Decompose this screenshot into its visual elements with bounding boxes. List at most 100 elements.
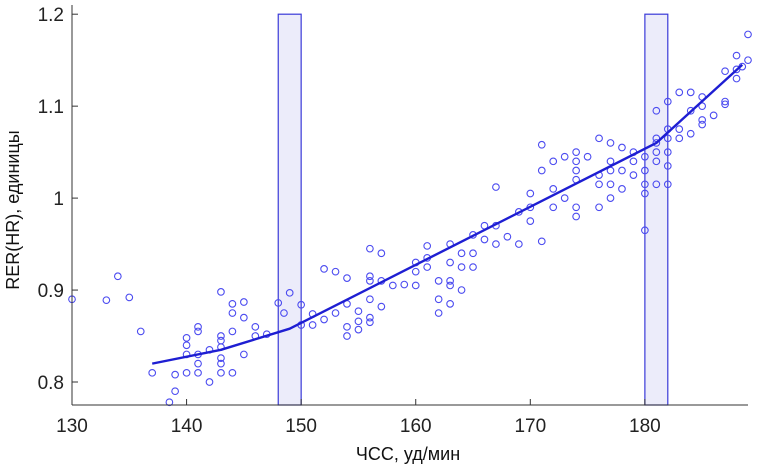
data-point: [595, 134, 603, 143]
data-point: [663, 148, 672, 156]
y-ticks: 0.8 0.9 1 1.1 1.2: [38, 5, 78, 394]
x-tick-label: 160: [400, 416, 432, 437]
data-point: [663, 162, 672, 170]
data-point: [572, 203, 580, 212]
data-point: [434, 277, 443, 285]
fit-line-layer: [151, 63, 744, 365]
data-point: [194, 359, 202, 368]
x-tick-label: 180: [629, 416, 661, 437]
data-point: [480, 235, 489, 244]
x-tick-label: 170: [514, 416, 546, 437]
data-point: [629, 171, 638, 179]
data-point: [698, 120, 707, 129]
data-point: [595, 180, 603, 189]
data-point: [663, 180, 672, 189]
data-point: [549, 185, 558, 193]
data-point: [537, 237, 546, 246]
data-point: [675, 134, 684, 143]
data-point: [165, 398, 174, 407]
data-point: [709, 111, 718, 120]
data-point: [388, 281, 397, 290]
data-point: [618, 185, 626, 193]
data-point: [572, 148, 580, 156]
data-point: [182, 341, 191, 350]
data-point: [331, 309, 340, 317]
data-point: [217, 359, 225, 368]
data-point: [366, 318, 374, 327]
data-point: [492, 183, 500, 191]
y-tick-label: 0.8: [38, 373, 64, 394]
data-point: [194, 327, 202, 336]
data-point: [148, 368, 157, 377]
data-point: [240, 313, 248, 322]
data-point: [446, 281, 454, 290]
data-point: [606, 194, 615, 202]
data-point: [675, 88, 684, 97]
x-tick-label: 130: [56, 416, 88, 437]
data-point: [366, 313, 374, 322]
data-point: [721, 67, 729, 76]
data-point: [492, 240, 500, 248]
data-point: [641, 166, 649, 175]
data-point: [228, 300, 237, 308]
data-point: [698, 116, 707, 124]
data-point: [297, 300, 306, 309]
axes: [71, 5, 748, 406]
data-point: [217, 336, 225, 345]
data-point: [618, 166, 626, 175]
y-axis-label: RER(HR), единицы: [3, 130, 23, 289]
y-tick-label: 1.1: [38, 97, 64, 118]
data-point: [423, 263, 432, 271]
data-point: [240, 350, 248, 359]
data-point: [280, 309, 288, 317]
data-point: [446, 300, 454, 308]
x-tick-label: 150: [285, 416, 317, 437]
data-point: [446, 258, 454, 267]
data-point: [572, 212, 580, 221]
data-point: [686, 88, 695, 97]
data-point: [560, 152, 569, 161]
data-point: [366, 295, 374, 304]
data-point: [686, 129, 695, 138]
data-point: [526, 217, 535, 225]
data-point: [331, 267, 340, 276]
data-point: [217, 288, 225, 296]
data-point: [572, 166, 580, 175]
data-point: [194, 368, 202, 377]
data-point: [721, 100, 729, 109]
data-point: [457, 286, 466, 294]
data-point: [366, 277, 374, 285]
data-point: [606, 180, 615, 189]
data-point: [469, 249, 477, 258]
data-point: [136, 327, 145, 336]
x-axis-label: ЧСС, уд/мин: [356, 444, 460, 464]
fit-line: [151, 63, 744, 365]
data-point: [618, 143, 626, 152]
data-point: [251, 322, 260, 331]
data-point: [354, 307, 363, 316]
y-tick-label: 0.9: [38, 281, 64, 302]
data-point: [606, 157, 615, 166]
data-point: [320, 265, 328, 273]
data-point: [721, 97, 729, 106]
data-point: [560, 194, 569, 202]
data-point: [732, 51, 741, 60]
data-point: [663, 134, 672, 143]
data-point: [320, 315, 328, 324]
data-point: [732, 74, 741, 83]
data-point: [411, 281, 420, 290]
data-point: [366, 272, 374, 281]
data-point: [526, 189, 535, 198]
data-point: [503, 232, 512, 241]
data-point: [549, 157, 558, 166]
data-point: [652, 148, 661, 156]
data-point: [228, 309, 237, 317]
data-point: [423, 242, 432, 250]
data-point: [354, 325, 363, 334]
data-point: [228, 368, 237, 377]
data-point: [629, 157, 638, 166]
data-point: [125, 293, 134, 302]
data-point: [549, 203, 558, 212]
data-point: [652, 180, 661, 189]
